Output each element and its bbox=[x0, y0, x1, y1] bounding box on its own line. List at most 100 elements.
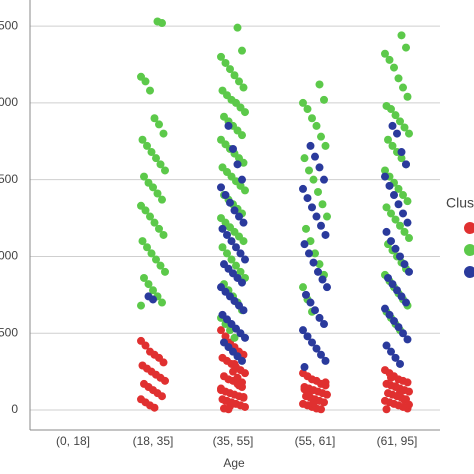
point bbox=[236, 249, 245, 258]
point bbox=[221, 191, 230, 200]
point bbox=[400, 227, 409, 236]
point bbox=[405, 387, 413, 396]
point bbox=[391, 382, 400, 391]
point bbox=[217, 52, 225, 61]
point bbox=[390, 63, 398, 72]
point bbox=[238, 175, 246, 184]
x-tick-label: (61, 95] bbox=[377, 434, 418, 448]
point bbox=[318, 275, 327, 284]
point bbox=[158, 19, 166, 28]
point bbox=[385, 181, 394, 190]
point bbox=[314, 267, 322, 276]
point bbox=[381, 304, 389, 313]
point bbox=[156, 261, 165, 270]
point bbox=[308, 203, 316, 212]
point bbox=[397, 154, 406, 163]
point bbox=[391, 215, 400, 224]
point bbox=[146, 212, 154, 221]
point bbox=[311, 152, 319, 161]
point bbox=[300, 363, 309, 372]
point bbox=[140, 172, 148, 181]
point bbox=[155, 120, 163, 129]
y-tick-label: 2000 bbox=[0, 95, 18, 109]
point bbox=[387, 373, 395, 382]
point bbox=[239, 158, 248, 167]
point bbox=[150, 403, 159, 412]
point bbox=[241, 333, 249, 342]
point bbox=[149, 286, 157, 295]
point bbox=[405, 267, 413, 276]
point bbox=[152, 154, 160, 163]
point bbox=[391, 244, 400, 253]
point bbox=[302, 290, 310, 299]
point bbox=[230, 333, 239, 342]
point bbox=[321, 230, 330, 239]
point bbox=[396, 388, 404, 397]
point bbox=[393, 129, 401, 138]
point bbox=[382, 203, 391, 212]
point bbox=[400, 123, 409, 132]
point bbox=[158, 298, 166, 307]
point bbox=[320, 95, 328, 104]
point bbox=[152, 255, 160, 264]
point bbox=[394, 323, 403, 332]
point bbox=[149, 295, 157, 304]
legend-marker bbox=[464, 222, 474, 234]
point bbox=[382, 227, 391, 236]
point bbox=[161, 166, 169, 175]
point bbox=[239, 218, 248, 227]
x-tick-label: (18, 35] bbox=[133, 434, 174, 448]
x-tick-label: (55, 61] bbox=[295, 434, 336, 448]
point bbox=[217, 326, 225, 335]
point bbox=[232, 261, 240, 270]
point bbox=[396, 359, 404, 368]
point bbox=[391, 353, 400, 362]
point bbox=[238, 278, 246, 287]
point bbox=[321, 356, 330, 365]
point bbox=[239, 83, 248, 92]
point bbox=[302, 224, 310, 233]
point bbox=[241, 186, 249, 195]
point bbox=[238, 356, 246, 365]
point bbox=[315, 313, 324, 322]
point bbox=[311, 249, 319, 258]
point bbox=[223, 249, 231, 258]
point bbox=[381, 166, 389, 175]
point bbox=[396, 252, 404, 261]
point bbox=[233, 23, 242, 32]
point bbox=[227, 237, 236, 246]
x-tick-label: (35, 55] bbox=[213, 434, 254, 448]
point bbox=[321, 141, 330, 150]
point bbox=[390, 316, 398, 325]
point bbox=[138, 237, 147, 246]
point bbox=[221, 58, 230, 67]
point bbox=[390, 191, 398, 200]
point bbox=[156, 160, 165, 169]
point bbox=[303, 194, 312, 203]
point bbox=[312, 212, 321, 221]
point bbox=[141, 341, 150, 350]
point bbox=[221, 332, 230, 341]
point bbox=[303, 332, 312, 341]
point bbox=[399, 209, 407, 218]
point bbox=[306, 237, 315, 246]
point bbox=[218, 224, 227, 233]
point bbox=[229, 367, 237, 376]
point bbox=[159, 129, 168, 138]
point bbox=[405, 129, 413, 138]
point bbox=[403, 218, 412, 227]
point bbox=[221, 396, 230, 405]
point bbox=[309, 175, 318, 184]
point bbox=[384, 135, 392, 144]
point bbox=[161, 376, 169, 385]
point bbox=[239, 392, 248, 401]
point bbox=[311, 306, 319, 315]
point bbox=[159, 358, 168, 367]
point bbox=[397, 148, 406, 157]
point bbox=[312, 344, 321, 353]
point bbox=[306, 141, 315, 150]
y-tick-label: 1500 bbox=[0, 172, 18, 186]
point bbox=[315, 260, 324, 269]
point bbox=[394, 184, 403, 193]
point bbox=[235, 212, 243, 221]
